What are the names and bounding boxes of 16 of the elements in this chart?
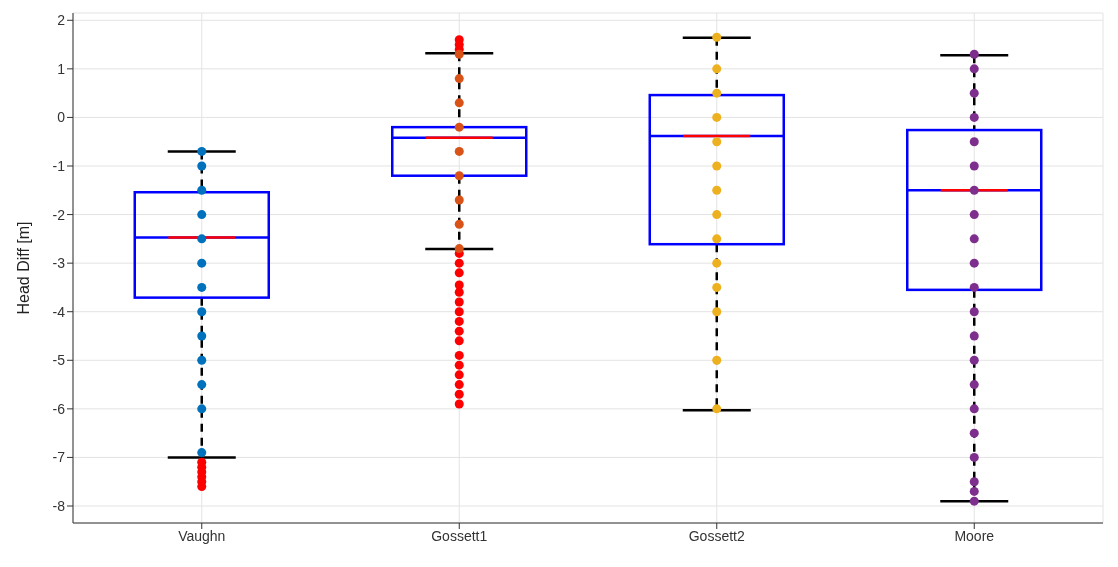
y-tick-label: -2 (52, 206, 66, 223)
y-tick-label: 1 (57, 60, 66, 77)
y-tick-label: -3 (52, 255, 66, 272)
x-tick-label: Gossett1 (431, 527, 488, 544)
y-axis-title: Head Diff [m] (14, 221, 32, 315)
x-tick-label: Vaughn (178, 527, 226, 544)
y-tick-label: -7 (52, 449, 66, 466)
x-tick-label: Moore (954, 527, 995, 544)
y-tick-label: -5 (52, 352, 66, 369)
y-tick-label: 0 (57, 109, 66, 126)
y-tick-label: -6 (52, 400, 66, 417)
y-tick-label: -1 (52, 157, 66, 174)
y-tick-label: 2 (57, 12, 66, 29)
y-tick-label: -4 (52, 303, 66, 320)
y-tick-label: -8 (52, 497, 66, 514)
x-tick-label: Gossett2 (688, 527, 745, 544)
